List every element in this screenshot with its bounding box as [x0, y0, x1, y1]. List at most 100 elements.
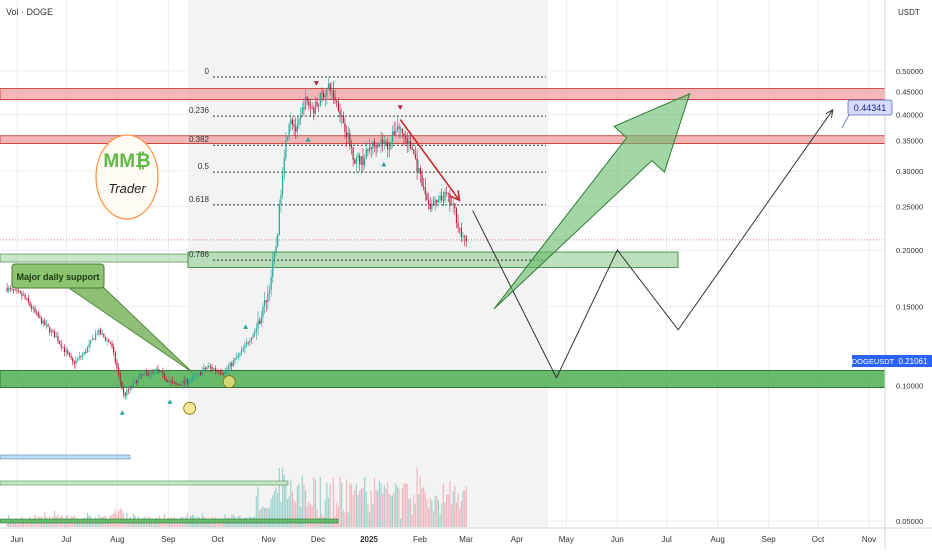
volume-bar [380, 483, 382, 527]
candle-body [347, 132, 349, 137]
volume-bar [121, 509, 123, 527]
candle-body [409, 141, 412, 149]
volume-bar [188, 519, 190, 527]
candle-body [396, 126, 399, 131]
candle-body [298, 118, 300, 125]
volume-bar [278, 468, 280, 527]
candle-body [304, 96, 307, 110]
y-tick-label: 0.35000 [896, 137, 923, 146]
volume-bar [349, 482, 351, 527]
candle-body [388, 148, 390, 150]
candle-body [252, 334, 254, 339]
candle-body [323, 93, 325, 98]
volume-bar [285, 481, 287, 527]
volume-bar [304, 490, 307, 527]
candle-body [26, 298, 28, 299]
candle-body [190, 380, 192, 382]
candle-body [147, 372, 149, 376]
volume-bar [344, 512, 346, 527]
y-tick-label: 0.10000 [896, 382, 923, 391]
volume-bar [124, 520, 126, 527]
volume-bar [257, 486, 259, 527]
volume-bar [370, 490, 372, 527]
candle-body [395, 130, 397, 136]
candle-body [55, 336, 57, 338]
candle-body [234, 358, 236, 361]
volume-bar [286, 499, 289, 527]
candle-body [393, 131, 395, 136]
volume-bar [127, 519, 130, 527]
candle-body [272, 261, 274, 277]
currency-label: USDT [898, 8, 920, 17]
target-connector [841, 112, 851, 129]
candle-body [159, 370, 161, 372]
candle-body [321, 92, 323, 94]
candle-body [455, 208, 458, 223]
symbol-tag: DOGEUSDT [852, 357, 895, 366]
candle-body [386, 142, 389, 149]
resistance-zone-0[interactable] [0, 88, 886, 100]
candle-body [250, 338, 253, 342]
x-tick-label: Jun [11, 535, 24, 544]
candle-body [137, 377, 139, 384]
support-zone-1[interactable] [0, 370, 886, 388]
x-tick-label: Feb [413, 535, 427, 544]
candle-body [359, 155, 361, 165]
volume-bar [365, 491, 367, 527]
volume-bar [275, 487, 277, 527]
candle-body [316, 101, 318, 106]
candle-body [226, 369, 228, 371]
candle-body [391, 131, 394, 142]
x-tick-label: May [559, 535, 574, 544]
bullish-arrow[interactable] [493, 92, 691, 310]
volume-bar [403, 483, 405, 527]
volume-bar [337, 506, 339, 527]
volume-bar [339, 476, 341, 527]
callout-text: Major daily support [16, 272, 99, 282]
projected-path[interactable] [472, 109, 834, 380]
candle-body [332, 90, 335, 98]
candle-body [203, 367, 205, 371]
signal-marker-4 [381, 161, 387, 167]
candle-body [290, 119, 292, 125]
volume-bar [432, 511, 435, 527]
candle-body [127, 389, 130, 391]
candle-body [427, 200, 430, 205]
candle-body [368, 147, 371, 151]
volume-bar [26, 521, 28, 527]
volume-bar [336, 502, 338, 527]
candle-body [172, 381, 174, 383]
candle-body [267, 293, 269, 303]
candle-body [306, 96, 308, 102]
volume-bar [352, 494, 354, 527]
volume-bar [47, 519, 49, 527]
candle-body [188, 381, 190, 384]
candle-body [68, 353, 71, 356]
candle-body [360, 156, 362, 165]
candle-body [131, 386, 133, 387]
x-tick-label: Dec [311, 535, 325, 544]
volume-bar [414, 503, 417, 527]
candle-body [336, 100, 338, 103]
candle-body [78, 356, 80, 359]
drawing-layer [119, 81, 851, 415]
x-tick-label: Mar [459, 535, 473, 544]
volume-bar [263, 507, 266, 527]
candle-body [47, 324, 49, 327]
logo: MM₿ Trader [95, 134, 159, 220]
volume-bar [423, 487, 425, 527]
signal-marker-2 [243, 324, 249, 329]
fib-label-3: 0.5 [198, 162, 210, 171]
zone-layer [0, 88, 886, 524]
downtrend-line[interactable] [399, 119, 461, 201]
candle-body [372, 141, 374, 149]
candle-body [96, 333, 98, 335]
candle-body [318, 105, 320, 107]
volume-bar [460, 500, 462, 527]
candle-body [444, 192, 446, 201]
volume-bar [282, 467, 284, 527]
candle-body [349, 132, 351, 145]
candle-body [170, 381, 172, 382]
